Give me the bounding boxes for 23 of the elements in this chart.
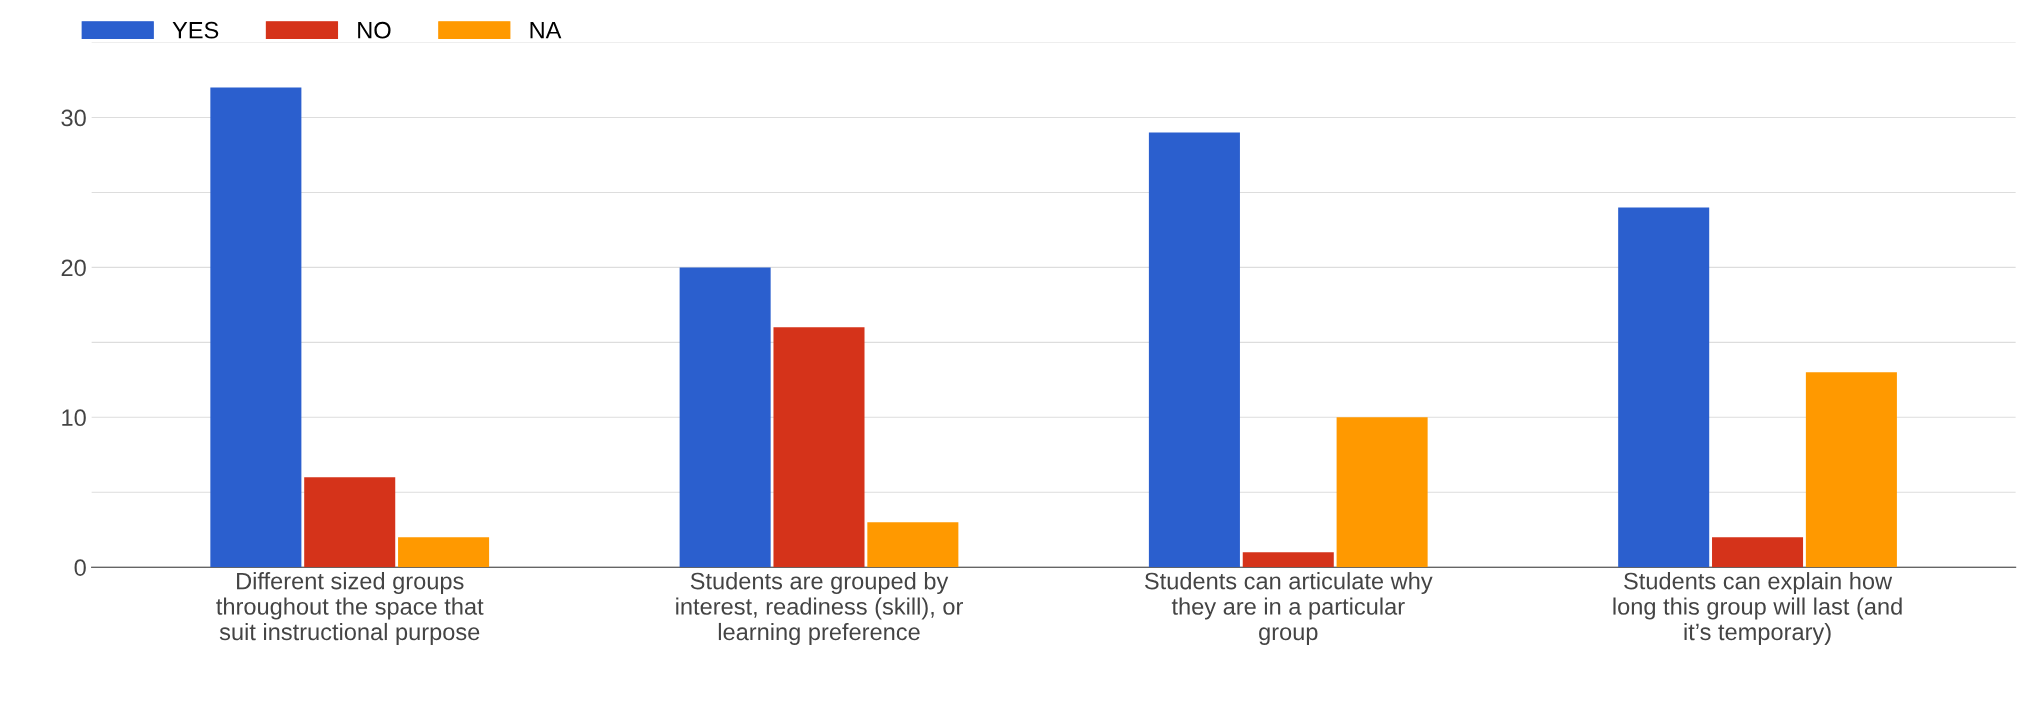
bar	[398, 537, 490, 568]
bar	[1618, 207, 1710, 568]
x-tick-label: Students can articulate why they are in a particular group	[1144, 572, 1433, 645]
legend-label: NA	[530, 22, 562, 39]
legend-label: NO	[358, 21, 391, 39]
bar	[867, 522, 959, 568]
y-tick-label: 0	[74, 559, 86, 576]
bar	[679, 267, 771, 568]
x-tick-label: Students can explain how long this group will last (and it’s temporary)	[1613, 572, 1902, 645]
bar	[1148, 132, 1240, 568]
bar	[1805, 372, 1897, 568]
y-tick-label: 20	[61, 259, 86, 277]
x-tick-label: Students are grouped by interest, readiness (skill), or learning preference	[676, 572, 963, 645]
bar	[1336, 417, 1428, 568]
x-tick-label: Different sized groups throughout the space that suit instructional purpose	[216, 572, 484, 645]
bar	[773, 327, 865, 568]
bar	[304, 477, 396, 568]
bar	[1242, 552, 1334, 568]
y-tick-label: 10	[62, 409, 86, 427]
y-tick-label: 30	[61, 109, 86, 127]
bar	[1712, 537, 1804, 568]
legend-label: YES	[172, 21, 219, 39]
bar	[210, 87, 302, 568]
